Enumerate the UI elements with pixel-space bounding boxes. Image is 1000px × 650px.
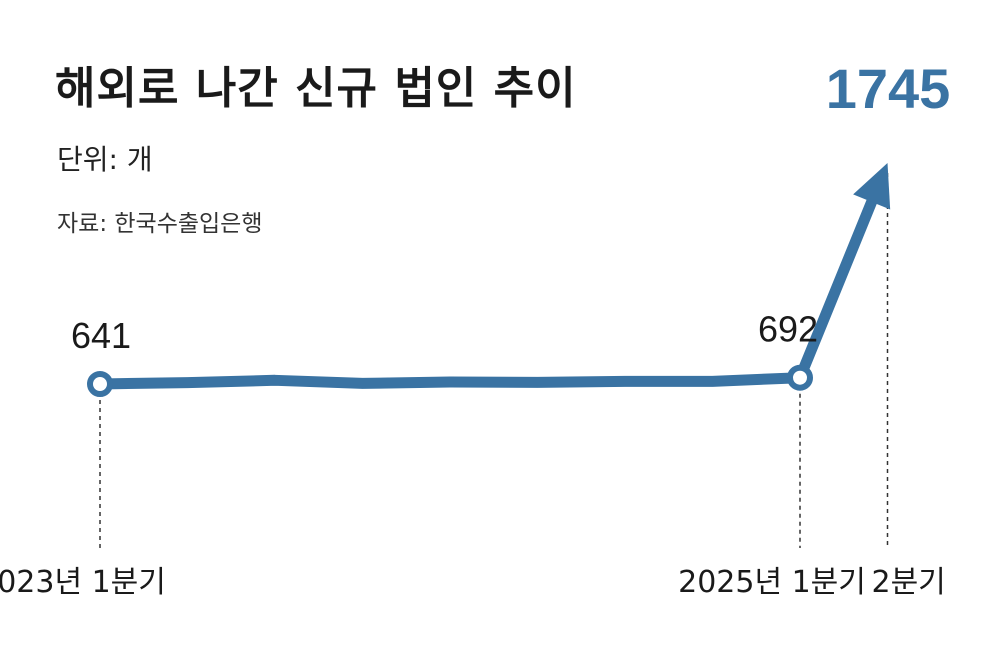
x-tick-label: 2023년 1분기	[0, 565, 166, 600]
point-label: 1745	[826, 57, 951, 120]
point-label: 641	[71, 315, 131, 356]
series-line	[94, 190, 880, 390]
unit-label: 단위: 개	[57, 143, 153, 176]
chart-title: 해외로 나간 신규 법인 추이	[55, 63, 577, 114]
x-tick-label: 2분기	[872, 565, 946, 600]
arrow-head-icon	[853, 163, 891, 210]
x-tick-label: 2025년 1분기	[678, 565, 866, 600]
point-label: 692	[758, 309, 818, 350]
source-label: 자료: 한국수출입은행	[57, 211, 263, 237]
data-point	[787, 364, 813, 391]
data-point	[87, 371, 113, 397]
